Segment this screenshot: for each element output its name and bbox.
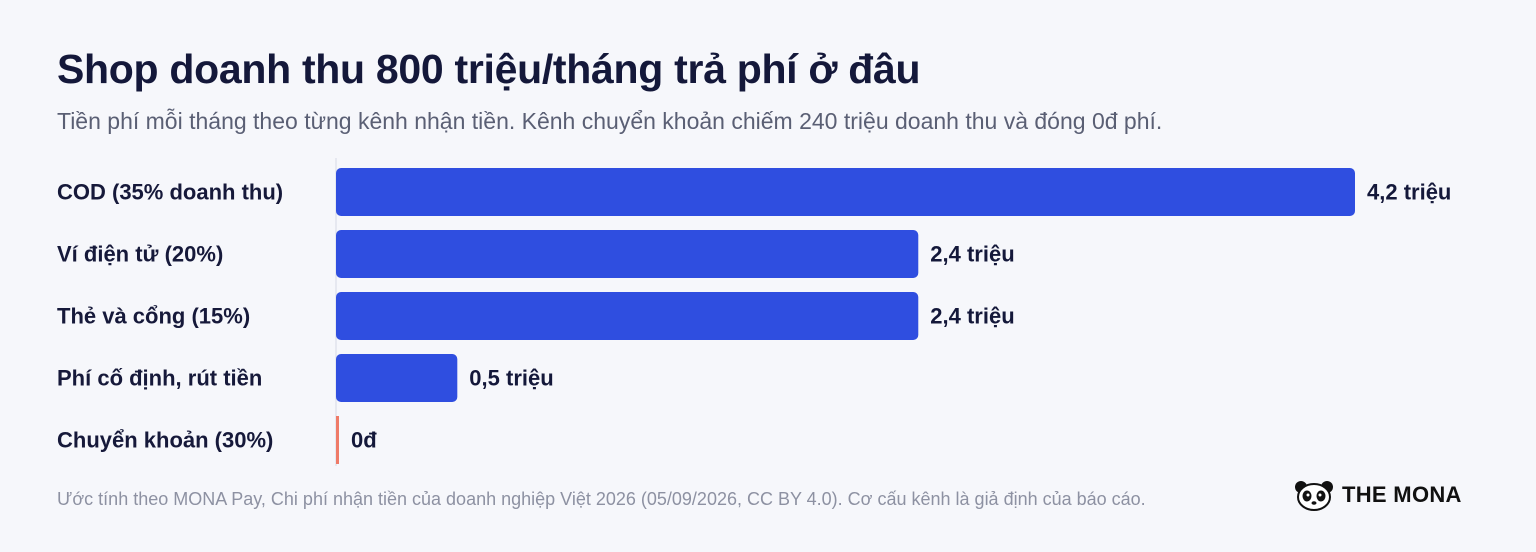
bar	[336, 230, 919, 278]
chart-title: Shop doanh thu 800 triệu/tháng trả phí ở…	[57, 46, 921, 92]
brand-name: THE MONA	[1342, 482, 1462, 507]
brand-logo: THE MONA	[1294, 479, 1462, 511]
chart-subtitle: Tiền phí mỗi tháng theo từng kênh nhận t…	[57, 108, 1163, 134]
panda-logo-icon	[1295, 481, 1333, 511]
bar	[336, 292, 919, 340]
category-label: Thẻ và cổng (15%)	[57, 304, 250, 329]
source-note: Ước tính theo MONA Pay, Chi phí nhận tiề…	[57, 489, 1146, 509]
zero-bar	[336, 416, 339, 464]
bar	[336, 168, 1355, 216]
value-label: 2,4 triệu	[930, 304, 1014, 329]
category-label: Ví điện tử (20%)	[57, 242, 223, 267]
chart-plot-area: COD (35% doanh thu) 4,2 triệu Ví điện tử (…	[57, 158, 1451, 466]
category-label: Chuyển khoản (30%)	[57, 428, 273, 453]
value-label: 0đ	[351, 428, 377, 453]
category-label: COD (35% doanh thu)	[57, 180, 283, 205]
value-label: 2,4 triệu	[930, 242, 1014, 267]
category-label: Phí cố định, rút tiền	[57, 366, 262, 391]
bar	[336, 354, 458, 402]
value-label: 4,2 triệu	[1367, 180, 1451, 205]
value-label: 0,5 triệu	[469, 366, 553, 391]
